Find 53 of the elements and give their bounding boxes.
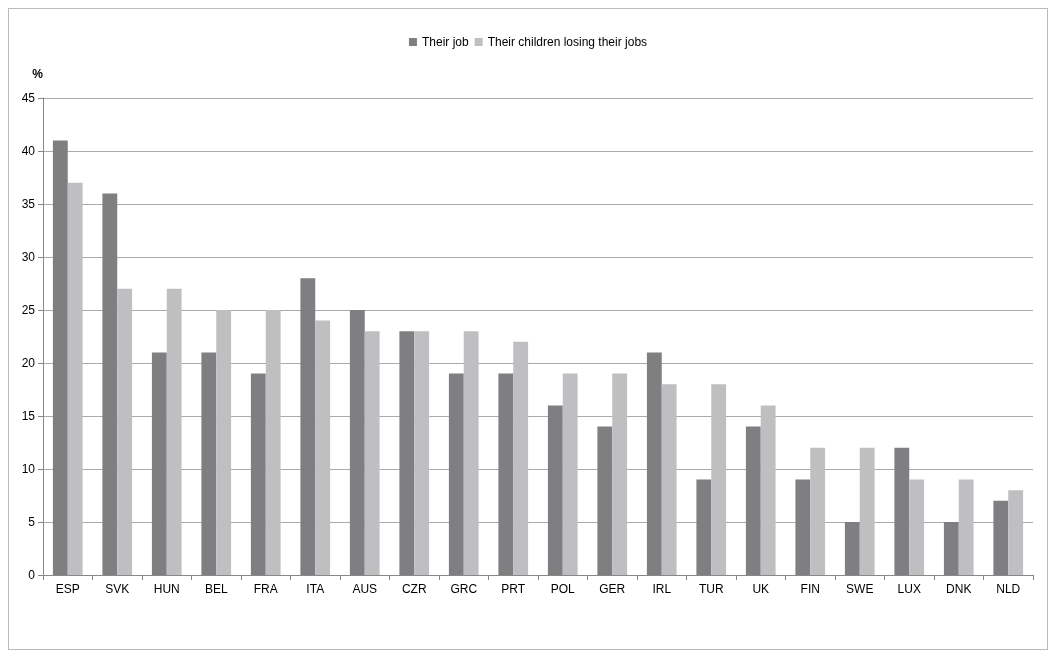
y-tick-label: 30	[21, 250, 36, 264]
x-tick-label: BEL	[204, 582, 228, 596]
y-tick-label: 5	[28, 515, 36, 529]
bar	[166, 288, 182, 575]
bar	[513, 341, 529, 575]
y-tick-label: 45	[21, 91, 36, 105]
bar	[117, 288, 133, 575]
y-tick-label: 40	[21, 144, 36, 158]
bar	[67, 182, 83, 575]
bar	[909, 479, 925, 575]
bar	[364, 331, 380, 575]
y-tick-label: 20	[21, 356, 36, 370]
y-axis-title: %	[32, 67, 44, 81]
x-tick-label: ESP	[55, 582, 80, 596]
y-tick-label: 15	[21, 409, 36, 423]
bar	[810, 447, 826, 575]
x-tick-label: HUN	[153, 582, 180, 596]
x-tick-label: PRT	[501, 582, 526, 596]
x-tick-label: FIN	[800, 582, 820, 596]
bar	[1008, 490, 1024, 575]
bar	[315, 320, 331, 575]
x-tick-label: ITA	[306, 582, 325, 596]
bar	[760, 405, 776, 575]
x-tick-label: NLD	[996, 582, 1021, 596]
x-tick-label: CZR	[401, 582, 427, 596]
y-tick-label: 10	[21, 462, 36, 476]
x-tick-label: LUX	[897, 582, 921, 596]
x-tick-label: GER	[599, 582, 626, 596]
bar	[414, 331, 430, 575]
x-tick-label: UK	[752, 582, 770, 596]
x-tick-label: AUS	[352, 582, 378, 596]
x-tick-label: TUR	[698, 582, 724, 596]
y-tick-label: 25	[21, 303, 36, 317]
x-tick-label: IRL	[652, 582, 672, 596]
bar	[562, 373, 578, 575]
bar	[661, 384, 677, 575]
bar	[859, 447, 875, 575]
x-tick-label: POL	[550, 582, 576, 596]
x-tick-label: DNK	[946, 582, 972, 596]
bar	[612, 373, 628, 575]
bar	[216, 310, 232, 575]
x-tick-label: SVK	[105, 582, 130, 596]
bar	[958, 479, 974, 575]
y-tick-label: 0	[28, 568, 36, 582]
legend-label: Their job	[421, 35, 469, 49]
x-tick-label: SWE	[846, 582, 874, 596]
y-tick-label: 35	[21, 197, 36, 211]
x-tick-label: FRA	[253, 582, 278, 596]
bar	[265, 310, 281, 575]
bar	[463, 331, 479, 575]
x-tick-label: GRC	[450, 582, 478, 596]
legend-label: Their children losing their jobs	[487, 35, 648, 49]
bar	[711, 384, 727, 575]
